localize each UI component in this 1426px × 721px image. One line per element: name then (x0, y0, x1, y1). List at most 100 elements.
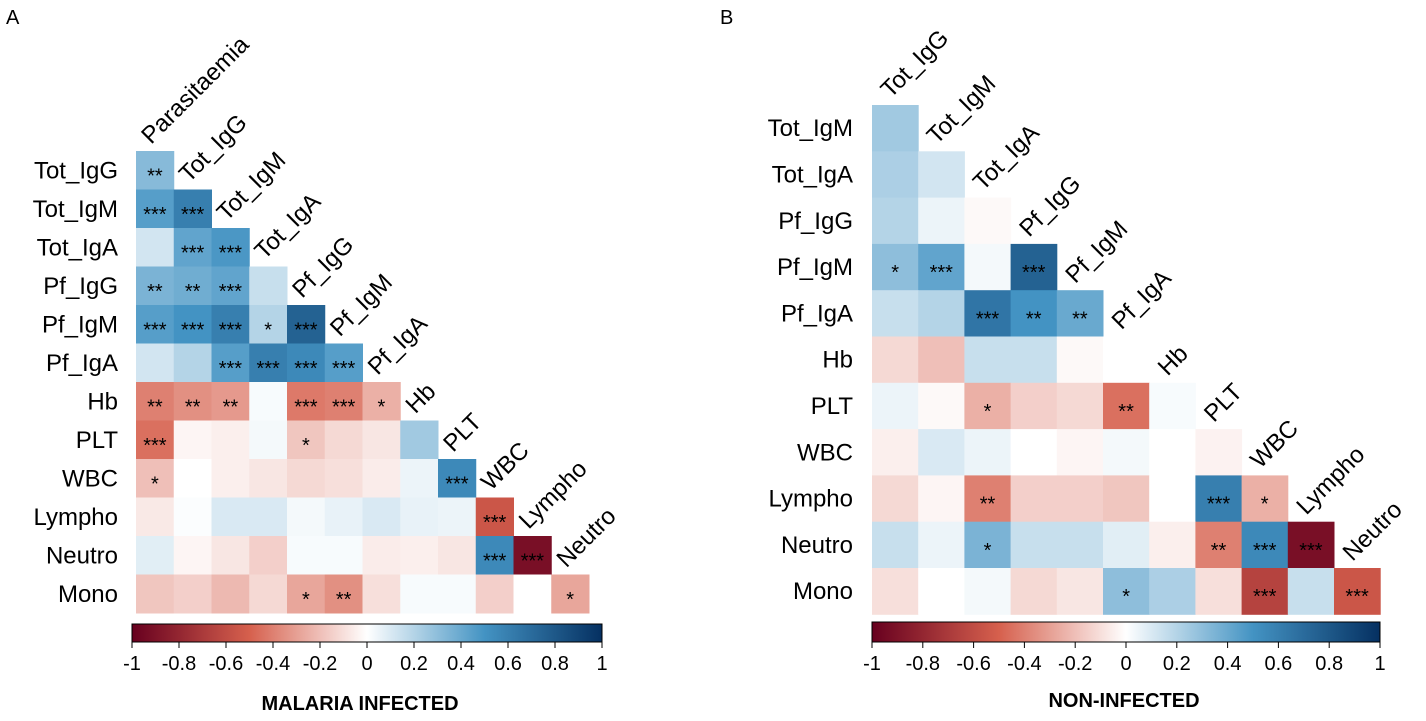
heatmap-cell (964, 568, 1012, 615)
column-label: Tot_IgM (922, 70, 1001, 149)
heatmap-cell (249, 536, 288, 575)
colorbar-tick-label: -0.8 (906, 653, 940, 675)
heatmap-cell (136, 497, 175, 537)
heatmap-cell (872, 521, 919, 569)
colorbar-tick-label: 0 (1120, 653, 1131, 675)
significance-stars: * (302, 589, 310, 611)
significance-stars: *** (219, 281, 243, 303)
column-label: Tot_IgA (250, 188, 327, 265)
colorbar-tick-label: -0.2 (1058, 653, 1092, 675)
heatmap-cell (136, 189, 175, 229)
heatmap-cell (1103, 429, 1150, 476)
heatmap-cell (173, 266, 212, 306)
heatmap-cell (211, 228, 250, 267)
heatmap-cell (249, 420, 288, 460)
heatmap-cell (173, 189, 212, 229)
heatmap-cell (513, 536, 552, 575)
heatmap-cell (872, 475, 919, 523)
heatmap-cell (1195, 568, 1243, 615)
significance-stars: *** (521, 550, 545, 572)
heatmap-cell (1149, 521, 1196, 569)
row-label: Neutro (781, 532, 853, 559)
heatmap-cell (1195, 521, 1243, 569)
row-label: Lympho (769, 486, 854, 513)
significance-stars: ** (1026, 308, 1042, 330)
colorbar-tick-label: 0 (361, 653, 372, 675)
heatmap-cell (475, 574, 514, 614)
column-label: WBC (1245, 415, 1304, 474)
colorbar (871, 621, 1381, 643)
heatmap-cell (918, 475, 965, 523)
colorbar-tick-label: 0.2 (1163, 653, 1191, 675)
significance-stars: *** (143, 435, 167, 457)
heatmap-cell (362, 574, 401, 614)
heatmap-cell (1149, 429, 1196, 476)
significance-stars: ** (185, 396, 201, 418)
heatmap-cell (1056, 290, 1104, 337)
heatmap-cell (1010, 336, 1058, 384)
significance-stars: *** (1207, 494, 1231, 516)
column-label: Tot_IgM (212, 147, 291, 226)
colorbar-tick-label: 0.2 (400, 653, 428, 675)
heatmap-cell (362, 497, 401, 537)
significance-stars: ** (147, 165, 163, 187)
heatmap-cell (438, 497, 477, 537)
colorbar-tick-label: -1 (123, 653, 141, 675)
heatmap-cell (400, 420, 439, 460)
heatmap-cell (173, 228, 212, 267)
column-label: Tot_IgA (968, 119, 1045, 196)
heatmap-cell (1010, 475, 1058, 523)
column-label: Pf_IgM (325, 269, 398, 342)
panel-title: NON-INFECTED (1048, 690, 1199, 712)
heatmap-cell (964, 197, 1012, 245)
heatmap-cell (173, 574, 212, 614)
column-label: PLT (438, 408, 487, 457)
heatmap-cell (918, 197, 965, 245)
significance-stars: *** (181, 319, 205, 341)
heatmap-cell (872, 336, 919, 384)
heatmap-cell (324, 420, 363, 460)
heatmap-cell (211, 305, 250, 344)
row-label: PLT (76, 427, 119, 454)
heatmap-cell (1149, 568, 1196, 615)
colorbar-tick-label: 0.6 (1264, 653, 1292, 675)
heatmap-cell (136, 536, 175, 575)
row-label: Pf_IgA (781, 300, 853, 327)
heatmap-cell (173, 459, 212, 498)
row-label: Pf_IgG (778, 208, 853, 235)
heatmap-cell (324, 497, 363, 537)
heatmap-cell (1334, 568, 1381, 615)
row-label: Pf_IgA (46, 350, 118, 377)
significance-stars: *** (256, 358, 280, 380)
heatmap-cell (872, 290, 919, 337)
heatmap-cell (400, 497, 439, 537)
heatmap-cell (173, 420, 212, 460)
heatmap-cell (324, 459, 363, 498)
heatmap-cell (1056, 429, 1104, 476)
row-label: Tot_IgA (772, 161, 853, 188)
colorbar-tick-label: 1 (1374, 653, 1385, 675)
heatmap-cell (918, 336, 965, 384)
heatmap-cell (324, 536, 363, 575)
significance-stars: *** (1345, 586, 1369, 608)
heatmap-cell (918, 243, 965, 291)
heatmap-cell (1241, 475, 1289, 523)
heatmap-cell (136, 382, 175, 421)
row-label: Mono (793, 578, 853, 605)
significance-stars: *** (1253, 540, 1277, 562)
significance-stars: * (264, 319, 272, 341)
heatmap-cell (1010, 568, 1058, 615)
heatmap-cell (249, 459, 288, 498)
panel-title: MALARIA INFECTED (261, 693, 458, 715)
heatmap-cell (918, 290, 965, 337)
heatmap-cell (287, 305, 326, 344)
heatmap-cell (173, 536, 212, 575)
heatmap-cell (1056, 521, 1104, 569)
heatmap-cell (513, 574, 552, 614)
significance-stars: ** (223, 396, 239, 418)
heatmap-cell (1056, 475, 1104, 523)
row-label: Tot_IgM (33, 196, 118, 223)
